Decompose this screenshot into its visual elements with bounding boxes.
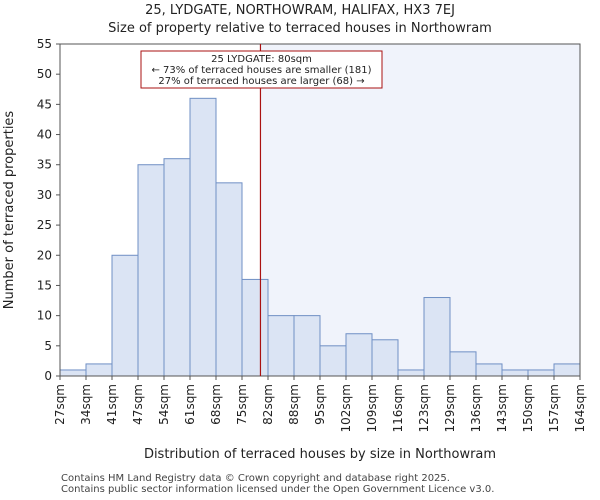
x-tick-label: 27sqm <box>53 384 67 425</box>
bar-54sqm <box>163 158 191 377</box>
y-tick-label: 10 <box>37 309 52 323</box>
bar-88sqm <box>293 315 321 377</box>
bar-102sqm <box>345 333 373 377</box>
x-tick-label: 47sqm <box>131 384 145 425</box>
x-tick-label: 34sqm <box>79 384 93 425</box>
bar-136sqm <box>475 363 503 377</box>
x-tick-label: 75sqm <box>235 384 249 425</box>
bar-150sqm <box>527 369 555 377</box>
bar-95sqm <box>319 345 347 377</box>
x-tick-label: 129sqm <box>443 384 457 432</box>
bar-27sqm <box>59 369 87 377</box>
bar-34sqm <box>85 363 113 377</box>
y-tick-label: 55 <box>37 37 52 51</box>
bar-82sqm <box>267 315 295 377</box>
chart-title: 25, LYDGATE, NORTHOWRAM, HALIFAX, HX3 7E… <box>145 3 455 18</box>
annotation-line-3: 27% of terraced houses are larger (68) → <box>158 76 364 87</box>
x-tick-label: 143sqm <box>495 384 509 432</box>
bar-116sqm <box>397 369 425 377</box>
y-tick-label: 20 <box>37 248 52 262</box>
bar-123sqm <box>423 297 451 377</box>
y-tick-label: 0 <box>44 369 52 383</box>
x-tick-label: 95sqm <box>313 384 327 425</box>
footer-attribution-2: Contains public sector information licen… <box>61 484 495 495</box>
x-tick-label: 82sqm <box>261 384 275 425</box>
footer-attribution-1: Contains HM Land Registry data © Crown c… <box>61 473 450 484</box>
y-tick-label: 50 <box>37 67 52 81</box>
x-axis-label: Distribution of terraced houses by size … <box>144 447 496 462</box>
bar-47sqm <box>137 164 165 377</box>
y-tick-label: 5 <box>44 339 52 353</box>
bar-68sqm <box>215 182 243 377</box>
y-tick-label: 15 <box>37 278 52 292</box>
x-tick-label: 88sqm <box>287 384 301 425</box>
y-tick-label: 35 <box>37 158 52 172</box>
annotation-line-2: ← 73% of terraced houses are smaller (18… <box>151 65 371 76</box>
x-tick-label: 150sqm <box>521 384 535 432</box>
y-tick-label: 25 <box>37 218 52 232</box>
x-tick-label: 68sqm <box>209 384 223 425</box>
y-axis-label: Number of terraced properties <box>2 111 17 310</box>
chart-subtitle: Size of property relative to terraced ho… <box>108 21 492 36</box>
x-tick-label: 157sqm <box>547 384 561 432</box>
bar-75sqm <box>241 278 269 377</box>
x-tick-label: 54sqm <box>157 384 171 425</box>
bar-157sqm <box>553 363 581 377</box>
x-tick-label: 136sqm <box>469 384 483 432</box>
x-tick-label: 102sqm <box>339 384 353 432</box>
x-tick-label: 41sqm <box>105 384 119 425</box>
bar-129sqm <box>449 351 477 377</box>
x-tick-label: 61sqm <box>183 384 197 425</box>
x-tick-label: 116sqm <box>391 384 405 432</box>
y-tick-label: 45 <box>37 97 52 111</box>
x-tick-label: 164sqm <box>573 384 587 432</box>
x-tick-label: 109sqm <box>365 384 379 432</box>
y-tick-label: 40 <box>37 128 52 142</box>
y-tick-label: 30 <box>37 188 52 202</box>
bar-143sqm <box>501 369 529 377</box>
bar-61sqm <box>189 97 217 377</box>
annotation-line-1: 25 LYDGATE: 80sqm <box>211 54 312 65</box>
x-tick-label: 123sqm <box>417 384 431 432</box>
annotation-box <box>140 50 383 89</box>
bar-41sqm <box>111 254 139 377</box>
bar-109sqm <box>371 339 399 377</box>
